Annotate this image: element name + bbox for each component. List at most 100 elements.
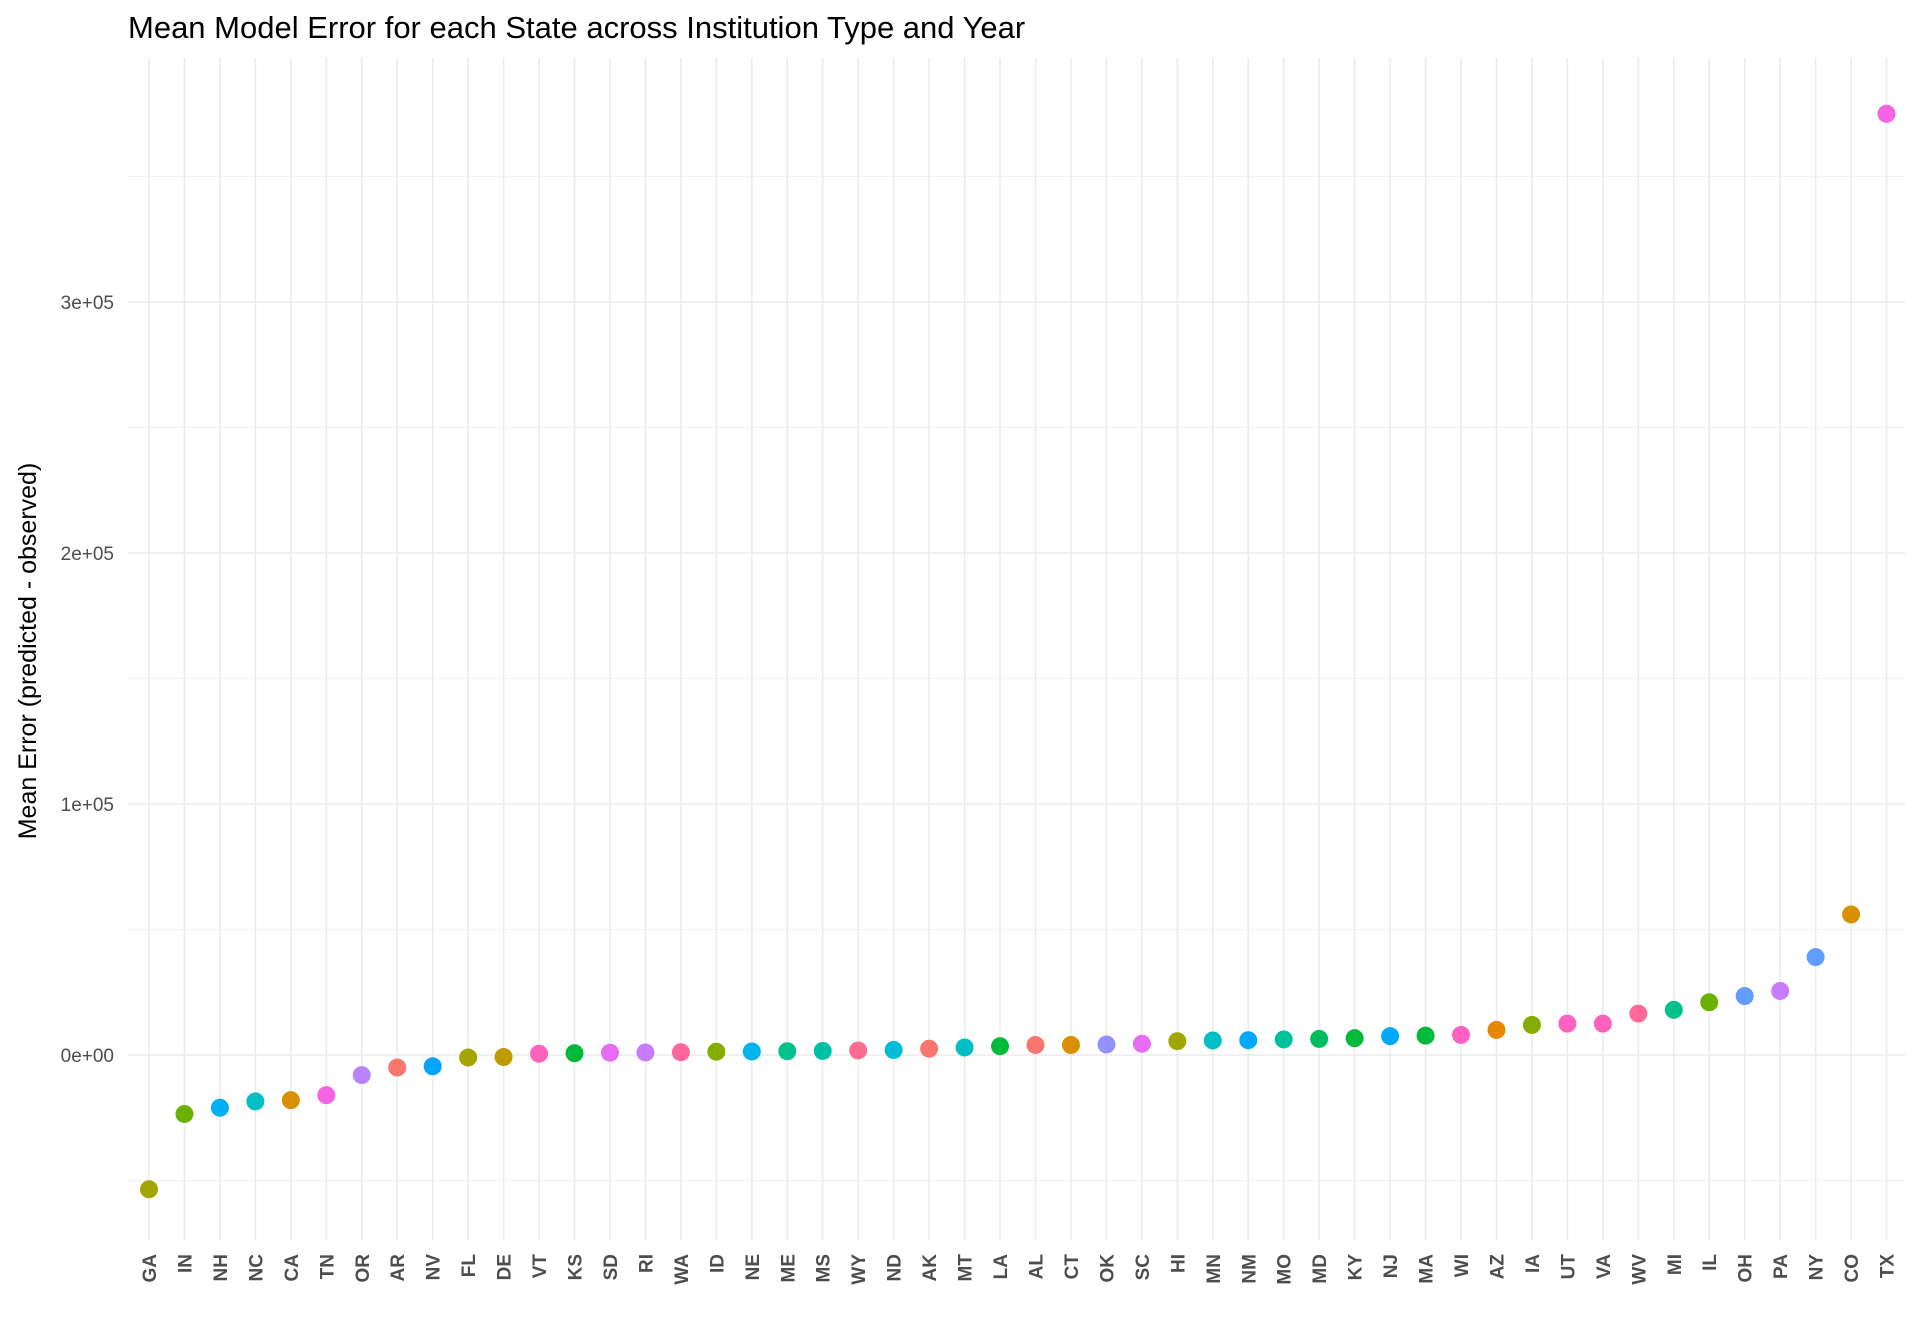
data-point xyxy=(352,1066,371,1085)
data-point xyxy=(884,1040,903,1059)
x-tick-label: NC xyxy=(246,1254,267,1282)
data-point xyxy=(1097,1035,1116,1054)
data-point xyxy=(1061,1035,1080,1054)
x-tick-label: KY xyxy=(1346,1254,1367,1281)
x-tick-label: MD xyxy=(1310,1254,1331,1284)
x-tick-label: WA xyxy=(672,1254,693,1285)
x-tick-label: MI xyxy=(1665,1254,1686,1275)
data-point xyxy=(175,1104,194,1123)
x-tick-label: SD xyxy=(601,1254,622,1280)
x-tick-label: DE xyxy=(495,1254,516,1280)
y-tick-label: 3e+05 xyxy=(61,293,114,314)
x-tick-label: WI xyxy=(1452,1254,1473,1277)
x-tick-labels: GA IN NH NC CA TN OR AR NV FL DE VT KS SD RI WA ID NE ME MS… xyxy=(140,1254,1899,1285)
x-tick-label: MA xyxy=(1417,1254,1438,1284)
data-point xyxy=(1558,1014,1577,1033)
data-point xyxy=(1168,1032,1187,1051)
data-point xyxy=(565,1044,584,1063)
x-tick-label: CT xyxy=(1062,1254,1083,1280)
data-point xyxy=(1381,1027,1400,1046)
data-point xyxy=(246,1092,265,1111)
data-point xyxy=(388,1058,407,1077)
data-point xyxy=(1239,1031,1258,1050)
x-tick-label: AL xyxy=(1027,1254,1048,1280)
x-tick-label: GA xyxy=(140,1254,161,1283)
data-point xyxy=(1203,1031,1222,1050)
data-points xyxy=(140,104,1896,1199)
data-point xyxy=(281,1091,300,1110)
data-point xyxy=(1452,1025,1471,1044)
x-tick-label: NH xyxy=(211,1254,232,1281)
data-point xyxy=(1026,1035,1045,1054)
data-point xyxy=(955,1038,974,1057)
data-point xyxy=(210,1098,229,1117)
x-tick-label: ND xyxy=(885,1254,906,1281)
data-point xyxy=(1629,1004,1648,1023)
data-point xyxy=(459,1048,478,1067)
x-tick-label: ID xyxy=(707,1254,728,1273)
x-tick-label: LA xyxy=(991,1254,1012,1280)
data-point xyxy=(813,1041,832,1060)
y-tick-label: 1e+05 xyxy=(61,795,114,816)
data-point xyxy=(1274,1030,1293,1049)
data-point xyxy=(1877,104,1896,123)
x-tick-label: UT xyxy=(1558,1254,1579,1280)
data-point xyxy=(494,1048,513,1067)
data-point xyxy=(530,1044,549,1063)
x-tick-label: MN xyxy=(1204,1254,1225,1284)
x-tick-label: VT xyxy=(530,1254,551,1279)
x-tick-label: OK xyxy=(1097,1254,1118,1283)
data-point xyxy=(1593,1014,1612,1033)
y-tick-label: 0e+00 xyxy=(61,1046,114,1067)
x-tick-label: VA xyxy=(1594,1254,1615,1279)
x-tick-label: SC xyxy=(1133,1254,1154,1281)
x-tick-label: FL xyxy=(459,1254,480,1278)
x-tick-label: NE xyxy=(743,1254,764,1280)
data-point xyxy=(1771,981,1790,1000)
x-tick-label: WV xyxy=(1629,1254,1650,1285)
data-point xyxy=(920,1039,939,1058)
data-point xyxy=(1487,1020,1506,1039)
x-tick-label: AR xyxy=(388,1254,409,1282)
y-tick-labels: 0e+00 1e+05 2e+05 3e+05 xyxy=(61,293,114,1067)
x-tick-label: WY xyxy=(849,1254,870,1285)
x-tick-label: CO xyxy=(1842,1254,1863,1283)
data-point xyxy=(317,1086,336,1105)
data-point xyxy=(600,1043,619,1062)
data-point xyxy=(1664,1000,1683,1019)
data-point xyxy=(1700,993,1719,1012)
x-tick-label: NJ xyxy=(1381,1254,1402,1278)
x-tick-label: PA xyxy=(1771,1254,1792,1279)
x-tick-label: AK xyxy=(920,1254,941,1282)
x-tick-label: TX xyxy=(1878,1254,1899,1279)
x-tick-label: NV xyxy=(424,1254,445,1281)
y-tick-label: 2e+05 xyxy=(61,544,114,565)
x-tick-label: NY xyxy=(1807,1254,1828,1281)
data-point xyxy=(423,1057,442,1076)
data-point xyxy=(707,1042,726,1061)
data-point xyxy=(742,1042,761,1061)
x-tick-label: HI xyxy=(1168,1254,1189,1273)
data-point xyxy=(1345,1029,1364,1048)
x-tick-label: MO xyxy=(1275,1254,1296,1285)
data-point xyxy=(778,1042,797,1061)
x-tick-label: OR xyxy=(353,1254,374,1283)
data-point xyxy=(636,1043,655,1062)
x-tick-label: CA xyxy=(282,1254,303,1282)
data-point xyxy=(1132,1034,1151,1053)
data-point xyxy=(1842,905,1861,924)
x-tick-label: NM xyxy=(1239,1254,1260,1284)
x-tick-label: IA xyxy=(1523,1254,1544,1273)
x-tick-label: KS xyxy=(566,1254,587,1280)
y-axis-title: Mean Error (predicted - observed) xyxy=(14,463,42,840)
data-point xyxy=(1522,1015,1541,1034)
x-tick-label: ME xyxy=(778,1254,799,1283)
x-tick-label: AZ xyxy=(1487,1254,1508,1280)
x-tick-label: MT xyxy=(956,1254,977,1282)
data-point xyxy=(671,1043,690,1062)
x-tick-label: TN xyxy=(317,1254,338,1279)
data-point xyxy=(849,1041,868,1060)
x-tick-label: OH xyxy=(1736,1254,1757,1283)
data-point xyxy=(1416,1026,1435,1045)
